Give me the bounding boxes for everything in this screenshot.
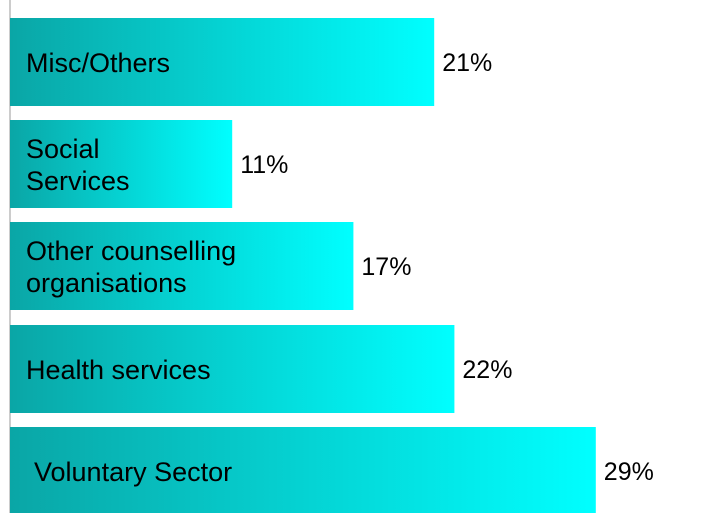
category-label: Other counselling organisations [26, 236, 236, 298]
bar-4 [10, 427, 596, 513]
value-label: 17% [361, 253, 411, 281]
value-label: 11% [240, 151, 288, 179]
bar-0 [10, 18, 435, 106]
bars-group: Misc/Others 21% Social Services 11% Other cou… [10, 18, 654, 513]
value-label: 22% [462, 356, 512, 384]
category-label: Voluntary Sector [34, 457, 232, 487]
value-label: 21% [442, 49, 492, 77]
category-label: Health services [26, 355, 211, 385]
bar-1 [10, 120, 233, 208]
bar-2 [10, 222, 354, 310]
value-label: 29% [604, 458, 654, 486]
category-label: Misc/Others [26, 48, 170, 78]
category-label: Social Services [26, 134, 130, 196]
bar-3 [10, 325, 455, 413]
